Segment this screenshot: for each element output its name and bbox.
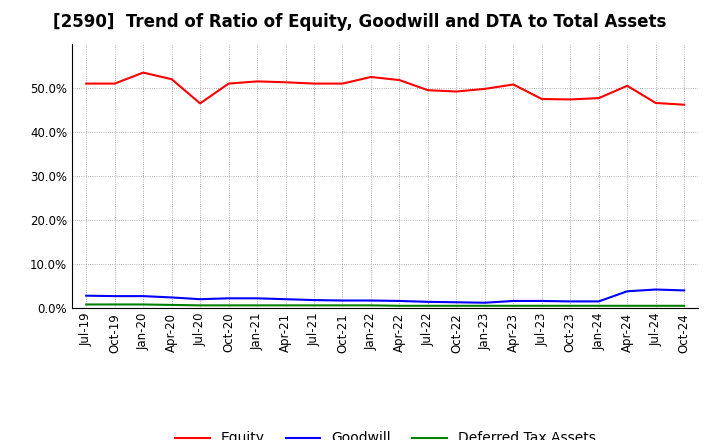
Equity: [395, 77, 404, 83]
Equity: [595, 95, 603, 101]
Goodwill: [110, 293, 119, 299]
Deferred Tax Assets: [82, 302, 91, 307]
Deferred Tax Assets: [310, 303, 318, 308]
Deferred Tax Assets: [196, 303, 204, 308]
Goodwill: [82, 293, 91, 298]
Deferred Tax Assets: [595, 303, 603, 308]
Deferred Tax Assets: [509, 303, 518, 308]
Equity: [225, 81, 233, 86]
Goodwill: [623, 289, 631, 294]
Equity: [566, 97, 575, 102]
Goodwill: [537, 298, 546, 304]
Goodwill: [395, 298, 404, 304]
Text: [2590]  Trend of Ratio of Equity, Goodwill and DTA to Total Assets: [2590] Trend of Ratio of Equity, Goodwil…: [53, 13, 667, 31]
Goodwill: [680, 288, 688, 293]
Goodwill: [196, 297, 204, 302]
Goodwill: [338, 298, 347, 303]
Goodwill: [225, 296, 233, 301]
Deferred Tax Assets: [566, 303, 575, 308]
Goodwill: [253, 296, 261, 301]
Deferred Tax Assets: [282, 303, 290, 308]
Line: Deferred Tax Assets: Deferred Tax Assets: [86, 304, 684, 306]
Goodwill: [566, 299, 575, 304]
Goodwill: [366, 298, 375, 303]
Deferred Tax Assets: [680, 303, 688, 308]
Equity: [652, 100, 660, 106]
Deferred Tax Assets: [537, 303, 546, 308]
Deferred Tax Assets: [423, 303, 432, 308]
Equity: [366, 74, 375, 80]
Equity: [680, 102, 688, 107]
Equity: [623, 83, 631, 88]
Deferred Tax Assets: [225, 303, 233, 308]
Equity: [167, 77, 176, 82]
Deferred Tax Assets: [480, 303, 489, 308]
Goodwill: [139, 293, 148, 299]
Deferred Tax Assets: [366, 303, 375, 308]
Equity: [310, 81, 318, 86]
Equity: [196, 101, 204, 106]
Equity: [110, 81, 119, 86]
Deferred Tax Assets: [253, 303, 261, 308]
Goodwill: [480, 300, 489, 305]
Deferred Tax Assets: [652, 303, 660, 308]
Deferred Tax Assets: [167, 302, 176, 308]
Equity: [253, 79, 261, 84]
Equity: [282, 80, 290, 85]
Equity: [139, 70, 148, 75]
Line: Goodwill: Goodwill: [86, 290, 684, 303]
Equity: [537, 96, 546, 102]
Legend: Equity, Goodwill, Deferred Tax Assets: Equity, Goodwill, Deferred Tax Assets: [169, 426, 601, 440]
Equity: [480, 86, 489, 92]
Deferred Tax Assets: [110, 302, 119, 307]
Goodwill: [509, 298, 518, 304]
Equity: [338, 81, 347, 86]
Goodwill: [423, 299, 432, 304]
Deferred Tax Assets: [452, 303, 461, 308]
Goodwill: [452, 300, 461, 305]
Goodwill: [167, 295, 176, 300]
Equity: [452, 89, 461, 94]
Equity: [82, 81, 91, 86]
Goodwill: [310, 297, 318, 303]
Deferred Tax Assets: [338, 303, 347, 308]
Goodwill: [282, 297, 290, 302]
Goodwill: [595, 299, 603, 304]
Goodwill: [652, 287, 660, 292]
Line: Equity: Equity: [86, 73, 684, 105]
Equity: [509, 82, 518, 87]
Equity: [423, 88, 432, 93]
Deferred Tax Assets: [623, 303, 631, 308]
Deferred Tax Assets: [139, 302, 148, 307]
Deferred Tax Assets: [395, 303, 404, 308]
